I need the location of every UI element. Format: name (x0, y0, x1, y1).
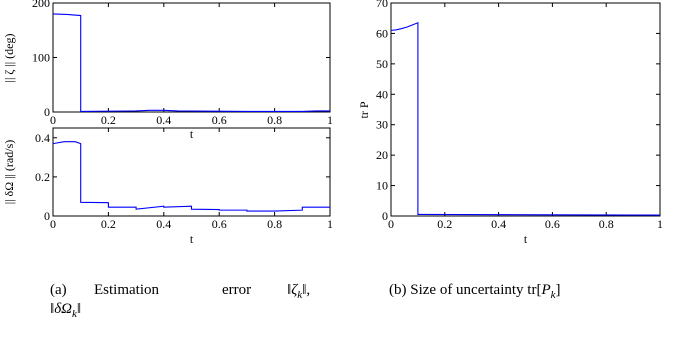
trP-ytick-label: 0 (382, 209, 388, 223)
zeta-xtick-label: 0.6 (212, 113, 227, 127)
trP-xtick-label: 1 (657, 217, 663, 231)
caption-b-end: ] (555, 282, 561, 298)
omega-ylabel: || δΩ || (rad/s) (2, 140, 16, 205)
trP-ytick-label: 50 (376, 57, 388, 71)
caption-a: (a) Estimation error ‖ζk‖, ‖δΩk‖ (50, 281, 350, 323)
caption-a-math-zeta: ‖ζk‖, (287, 281, 310, 304)
caption-a-omega-subscript: k (72, 308, 77, 320)
omega-ytick-label: 0 (44, 209, 50, 223)
trP-xlabel: t (524, 232, 528, 246)
caption-b-text: (b) Size of uncertainty tr[ (389, 282, 542, 298)
zeta-xtick-label: 0.8 (267, 113, 282, 127)
trP-ytick-label: 30 (376, 118, 388, 132)
trP-xtick-label: 0.6 (545, 217, 560, 231)
zeta-xtick-label: 0 (50, 113, 56, 127)
trP-ytick-label: 60 (376, 26, 388, 40)
zeta-xtick-label: 1 (327, 113, 333, 127)
trP-ytick-label: 20 (376, 148, 388, 162)
omega-xtick-label: 0.6 (212, 217, 227, 231)
trP-series-line (391, 21, 660, 216)
trP-ytick-label: 70 (376, 0, 388, 10)
caption-a-omega-close: ‖ (76, 301, 82, 317)
caption-b: (b) Size of uncertainty tr[Pk] (389, 281, 679, 304)
zeta-ytick-label: 200 (32, 0, 50, 10)
trP-xtick-label: 0.4 (491, 217, 506, 231)
omega-series-line (53, 141, 330, 212)
trP-xtick-label: 0.2 (437, 217, 452, 231)
omega-axes-frame (52, 127, 331, 217)
caption-b-math: P (541, 282, 551, 298)
zeta-xtick-label: 0.2 (101, 113, 116, 127)
omega-xtick-label: 0.8 (267, 217, 282, 231)
zeta-axes-frame (52, 2, 331, 113)
omega-ytick-label: 0.4 (35, 131, 50, 145)
zeta-error-plot: 0 0.2 0.4 0.6 0.8 1 0 100 200 t || ζ || (deg) (2, 0, 333, 141)
zeta-ytick-label: 100 (32, 51, 50, 65)
omega-xtick-label: 0.2 (101, 217, 116, 231)
omega-xtick-label: 0 (50, 217, 56, 231)
zeta-series-line (53, 13, 330, 112)
trP-xtick-label: 0.8 (599, 217, 614, 231)
caption-a-label: (a) (50, 282, 67, 298)
caption-a-zeta-subscript: k (297, 289, 303, 301)
caption-a-word-2: error (222, 282, 252, 298)
caption-a-zeta-close: ‖, (302, 282, 311, 298)
zeta-xtick-label: 0.4 (156, 113, 171, 127)
caption-b-subscript: k (550, 289, 556, 301)
trP-ytick-label: 40 (376, 87, 388, 101)
omega-xtick-label: 0.4 (156, 217, 171, 231)
trP-axes-frame (390, 2, 661, 217)
trP-ytick-label: 10 (376, 179, 388, 193)
zeta-ylabel: || ζ || (deg) (2, 34, 16, 83)
trP-ylabel: tr P (357, 101, 371, 118)
caption-a-omega-symbol: ‖δΩ (50, 301, 73, 317)
trP-xtick-label: 0 (388, 217, 394, 231)
zeta-ytick-label: 0 (44, 105, 50, 119)
omega-xtick-label: 1 (327, 217, 333, 231)
zeta-xlabel: t (190, 127, 194, 141)
omega-ytick-label: 0.2 (35, 170, 50, 184)
caption-a-word-1: Estimation (94, 282, 159, 298)
omega-xlabel: t (190, 232, 194, 246)
omega-error-plot: 0 0.2 0.4 0.6 0.8 1 0 0.2 0.4 t || δΩ || (rad/s) (2, 127, 333, 246)
caption-a-zeta-symbol: ‖ζ (287, 282, 298, 298)
